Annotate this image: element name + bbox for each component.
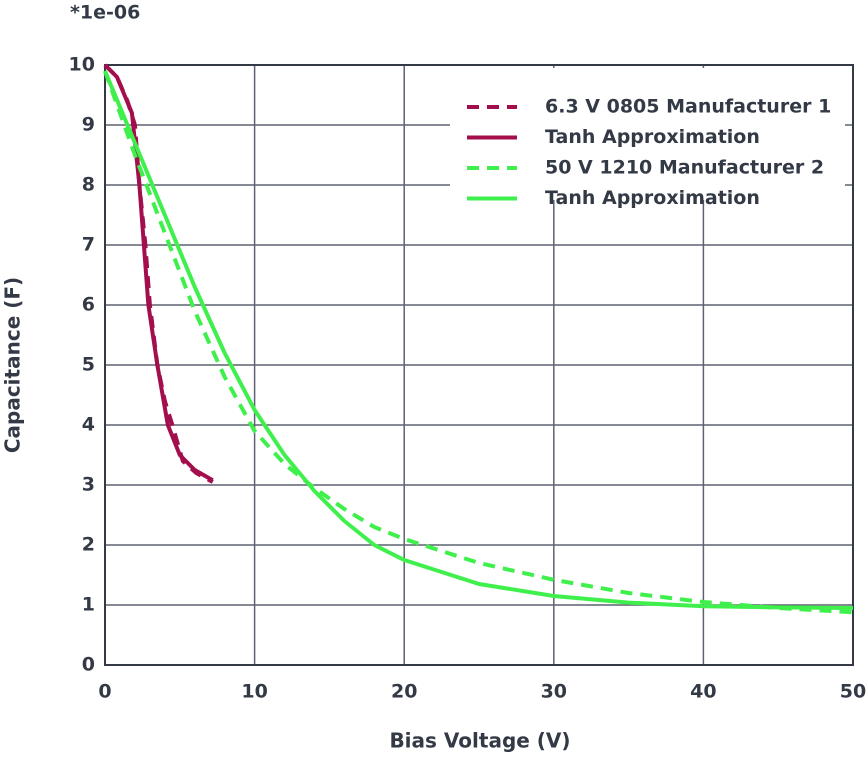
series-line xyxy=(103,70,854,615)
axis-multiplier: *1e-06 xyxy=(70,2,140,24)
series-line xyxy=(103,70,854,610)
x-tick-label: 30 xyxy=(541,681,567,703)
y-axis-label: Capacitance (F) xyxy=(1,277,25,453)
x-tick-label: 0 xyxy=(98,681,111,703)
legend-label: 50 V 1210 Manufacturer 2 xyxy=(545,157,824,179)
y-tick-label: 5 xyxy=(82,354,95,376)
y-tick-label: 9 xyxy=(82,114,95,136)
y-tick-label: 4 xyxy=(82,414,95,436)
series-line xyxy=(103,63,214,482)
x-tick-label: 40 xyxy=(690,681,716,703)
legend-label: 6.3 V 0805 Manufacturer 1 xyxy=(545,96,831,118)
y-tick-label: 0 xyxy=(82,654,95,676)
x-tick-label: 50 xyxy=(840,681,866,703)
legend-label: Tanh Approximation xyxy=(545,187,760,209)
y-tick-label: 10 xyxy=(69,54,95,76)
x-tick-label: 20 xyxy=(391,681,417,703)
legend-label: Tanh Approximation xyxy=(545,126,760,148)
y-tick-label: 3 xyxy=(82,474,95,496)
y-tick-label: 7 xyxy=(82,234,95,256)
x-tick-label: 10 xyxy=(241,681,267,703)
y-tick-label: 1 xyxy=(82,594,95,616)
x-axis-label: Bias Voltage (V) xyxy=(389,729,570,753)
y-tick-label: 8 xyxy=(82,174,95,196)
legend-box xyxy=(450,68,845,200)
y-tick-label: 2 xyxy=(82,534,95,556)
plot-border xyxy=(104,64,854,666)
series-line xyxy=(103,63,214,484)
y-tick-label: 6 xyxy=(82,294,95,316)
